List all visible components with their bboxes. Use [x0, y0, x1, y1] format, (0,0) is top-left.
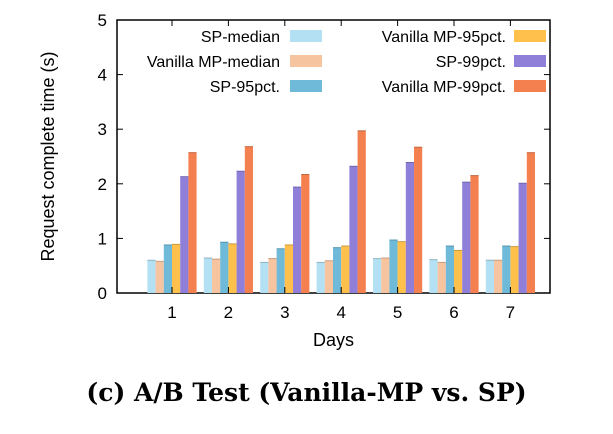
bar — [284, 244, 293, 293]
x-tick-label: 6 — [449, 303, 458, 322]
bar — [180, 176, 189, 293]
bar-chart: 0 1 2 3 4 5 1 2 3 4 5 6 7 Days Request complete time (… — [38, 11, 551, 350]
bar — [518, 183, 527, 293]
bar — [212, 259, 221, 293]
legend-label: SP-95pct. — [210, 79, 280, 96]
legend-label: Vanilla MP-median — [147, 54, 280, 71]
x-tick-label: 7 — [506, 303, 515, 322]
y-axis-label: Request complete time (s) — [38, 51, 58, 261]
legend-label: Vanilla MP-99pct. — [382, 79, 506, 96]
bar — [236, 171, 245, 293]
bar — [510, 246, 519, 293]
x-tick-label: 4 — [336, 303, 345, 322]
x-tick-label: 5 — [393, 303, 402, 322]
bar — [324, 260, 333, 293]
figure-caption: (c) A/B Test (Vanilla-MP vs. SP) — [86, 378, 527, 407]
bar — [220, 242, 229, 293]
bar — [373, 258, 382, 293]
bar — [429, 259, 438, 293]
legend-label: Vanilla MP-95pct. — [382, 29, 506, 46]
bar — [454, 250, 463, 293]
bar — [276, 248, 285, 293]
bar — [357, 130, 366, 293]
y-tick-label: 2 — [98, 175, 107, 194]
bar — [260, 262, 269, 293]
bar — [228, 243, 237, 293]
bar — [268, 258, 277, 293]
bar — [316, 262, 325, 293]
bar — [333, 247, 342, 293]
bar — [172, 244, 181, 293]
x-tick-label: 3 — [280, 303, 289, 322]
bar — [147, 260, 156, 293]
bar — [203, 258, 212, 293]
bar — [485, 260, 494, 293]
y-tick-label: 0 — [98, 284, 107, 303]
bar — [163, 244, 172, 293]
x-tick-label: 2 — [224, 303, 233, 322]
bar — [381, 258, 390, 293]
legend-label: SP-median — [201, 29, 280, 46]
y-tick-label: 5 — [98, 11, 107, 30]
legend-swatch — [290, 30, 322, 42]
bar — [389, 240, 398, 293]
bar — [188, 152, 197, 293]
legend-swatch — [514, 30, 546, 42]
bar — [155, 261, 164, 293]
bar — [244, 146, 253, 293]
bar — [397, 241, 406, 293]
legend-swatch — [290, 55, 322, 67]
bar — [301, 174, 310, 293]
bar — [293, 187, 302, 293]
bar — [437, 262, 446, 293]
bar — [526, 152, 535, 293]
legend-swatch — [290, 80, 322, 92]
legend-label: SP-99pct. — [436, 54, 506, 71]
chart: 0 1 2 3 4 5 1 2 3 4 5 6 7 Days Request complete time (… — [38, 11, 551, 350]
bar — [349, 166, 358, 293]
bar — [414, 147, 423, 293]
bar — [341, 246, 350, 293]
bar — [470, 175, 479, 293]
y-tick-label: 1 — [98, 229, 107, 248]
bar — [502, 246, 511, 293]
legend-swatch — [514, 55, 546, 67]
bar — [462, 182, 471, 293]
bar — [494, 260, 503, 293]
y-tick-label: 3 — [98, 120, 107, 139]
y-tick-label: 4 — [98, 66, 107, 85]
x-axis-label: Days — [313, 330, 354, 350]
bar — [445, 246, 454, 293]
x-tick-label: 1 — [167, 303, 176, 322]
bar — [405, 162, 414, 293]
legend-swatch — [514, 80, 546, 92]
